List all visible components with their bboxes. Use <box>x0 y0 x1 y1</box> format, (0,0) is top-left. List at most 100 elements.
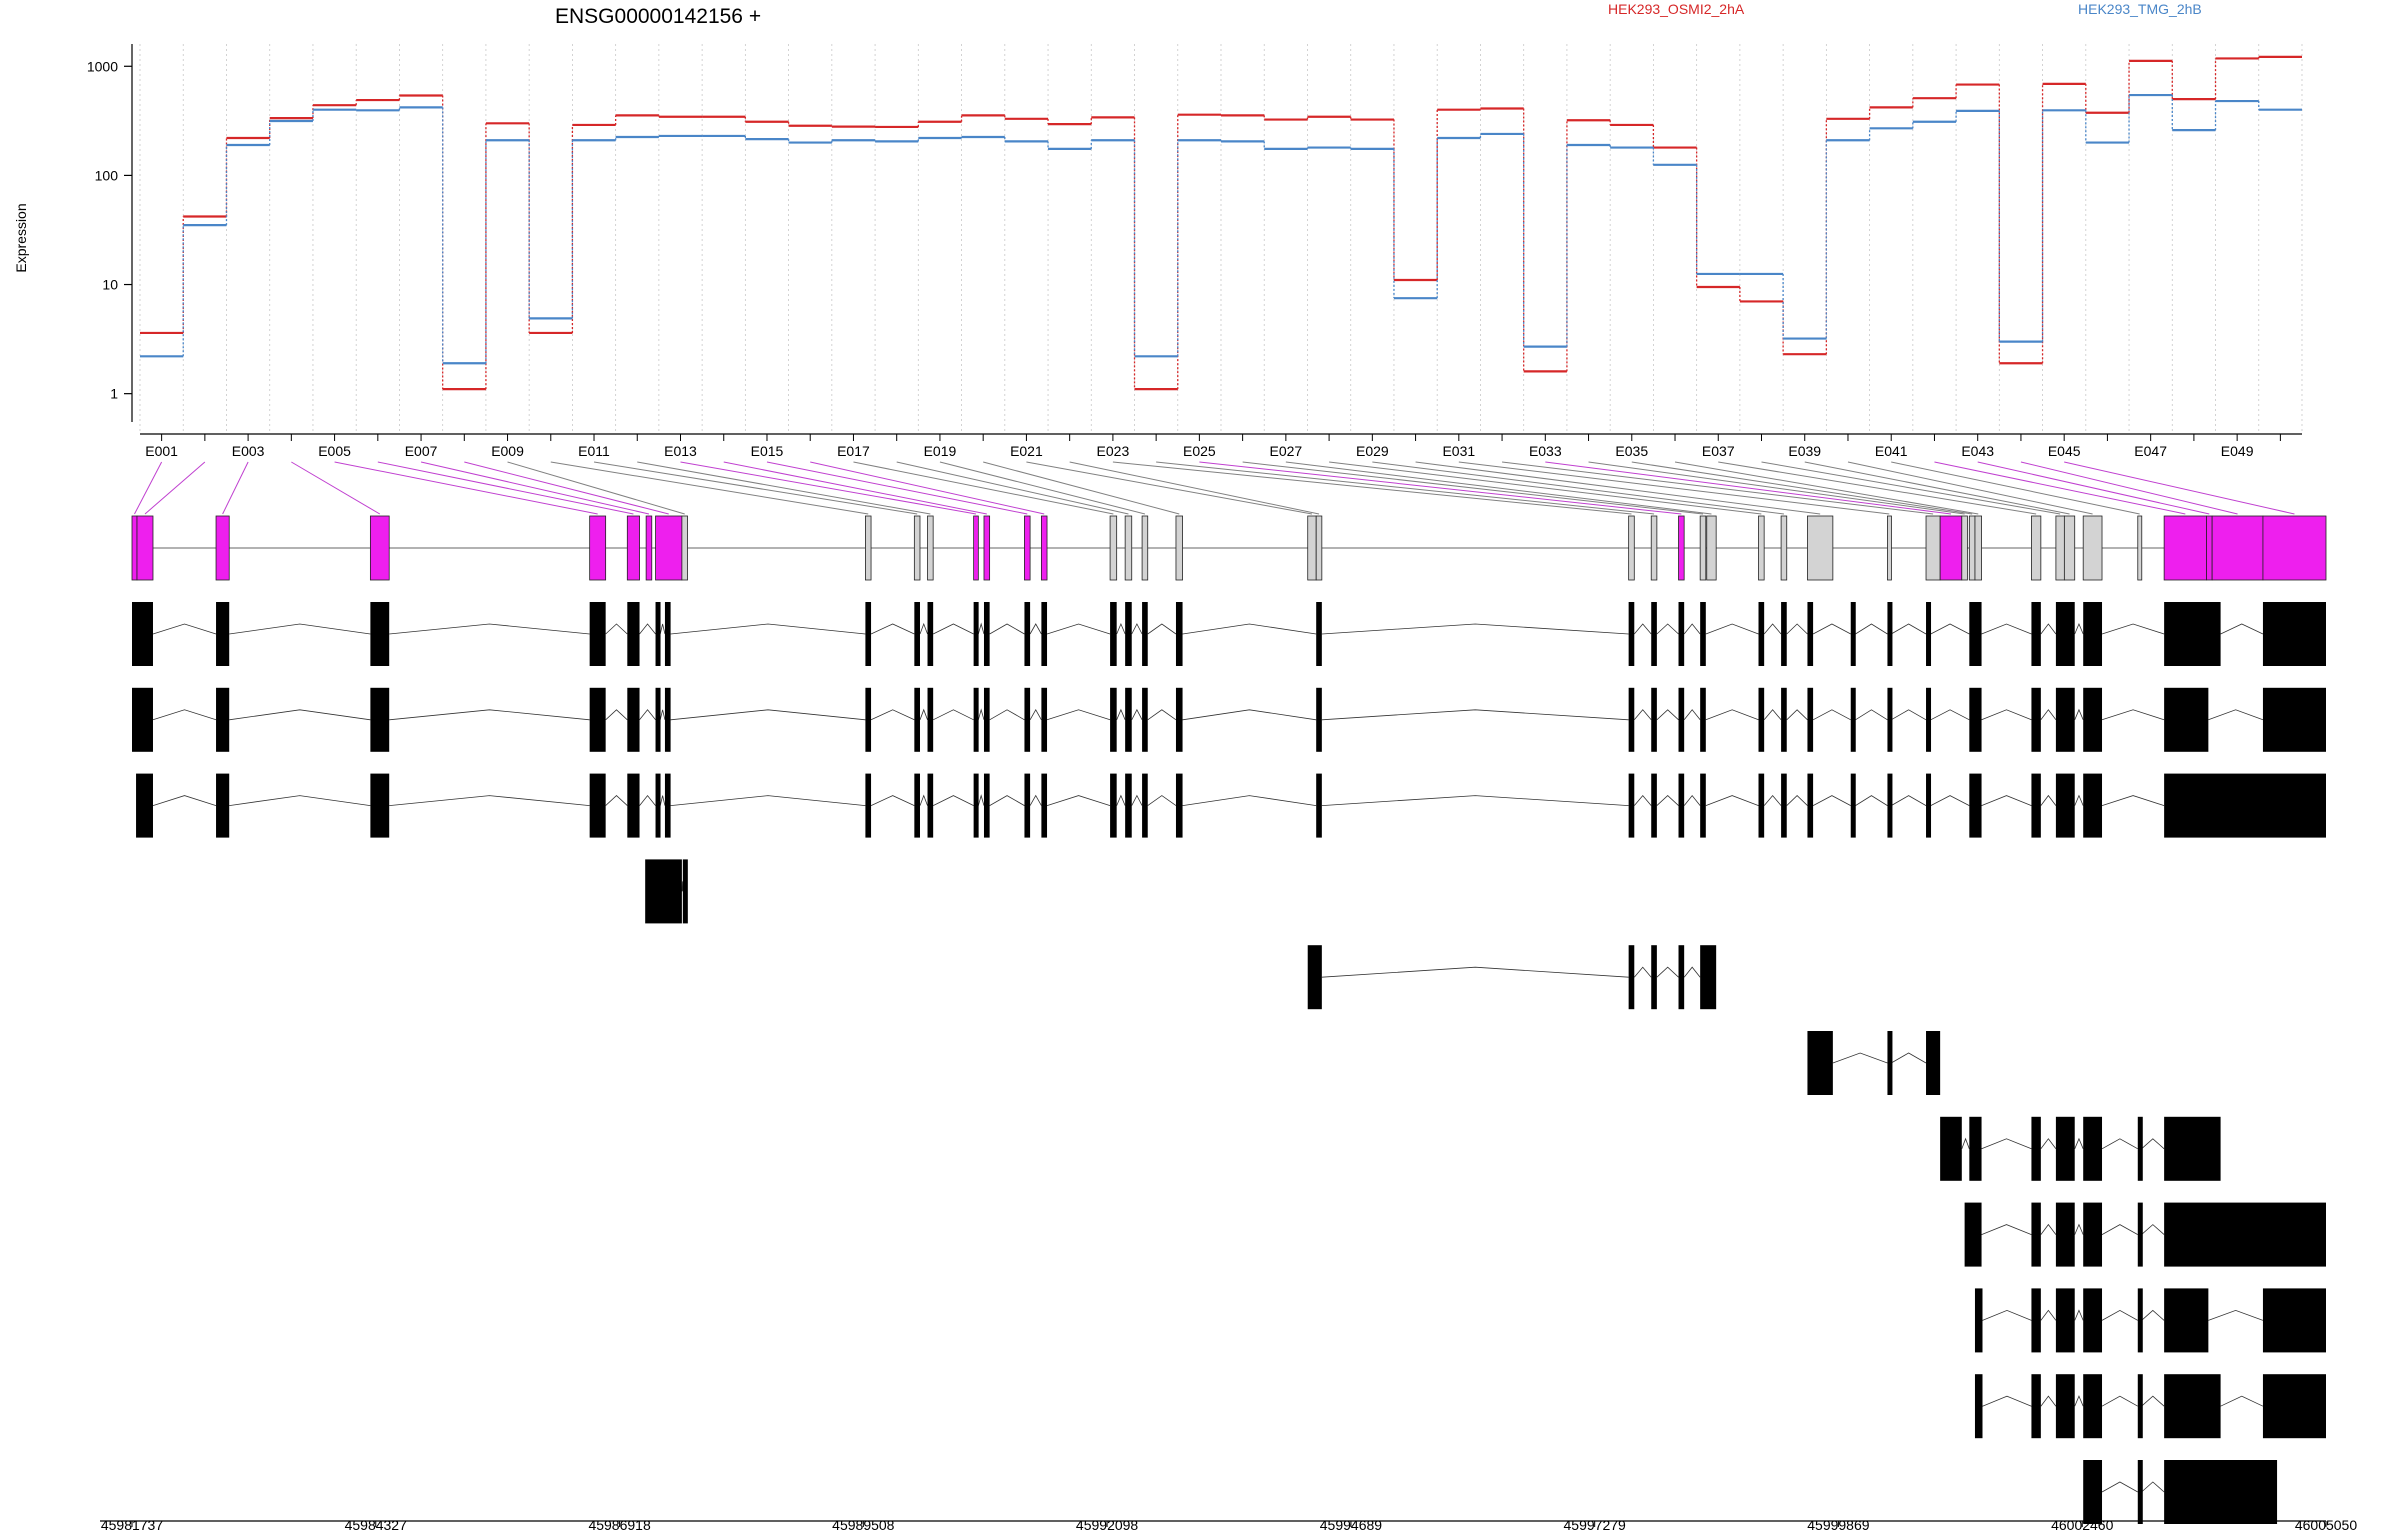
transcript-row <box>1974 1288 2326 1353</box>
transcript-exon <box>132 687 153 752</box>
intron-line <box>639 794 656 806</box>
intron-line <box>1832 1052 1888 1064</box>
exon-label: E033 <box>1529 443 1562 459</box>
transcript-exon <box>2083 1116 2103 1181</box>
intron-line <box>989 795 1025 806</box>
intron-line <box>1131 794 1143 806</box>
transcript-exon <box>1142 602 1148 666</box>
intron-line <box>2101 709 2165 721</box>
exon-label: E011 <box>578 443 610 459</box>
exon-block <box>973 515 979 581</box>
transcript-exon <box>1887 602 1893 666</box>
exon-connector <box>983 461 1180 515</box>
exon-connector <box>939 461 1146 515</box>
exon-block <box>865 515 872 581</box>
intron-line <box>919 708 928 720</box>
transcript-exon <box>2083 1374 2103 1439</box>
intron-line <box>2101 1395 2138 1407</box>
chart-title: ENSG00000142156 + <box>555 5 761 28</box>
transcript-exon <box>1969 687 1982 752</box>
intron-line <box>2101 1138 2138 1150</box>
transcript-exon <box>589 687 606 752</box>
intron-line <box>2074 1223 2084 1235</box>
exon-label: E037 <box>1702 443 1735 459</box>
intron-line <box>1116 622 1126 635</box>
transcript-exon <box>983 687 990 752</box>
transcript-exon <box>1110 687 1117 752</box>
exon-label: E049 <box>2221 443 2254 459</box>
intron-line <box>2040 709 2057 721</box>
exon-gridlines <box>139 44 2303 432</box>
exon-connector <box>334 461 598 515</box>
intron-line <box>1046 623 1111 635</box>
intron-line <box>670 623 866 635</box>
transcript-exon <box>627 687 640 752</box>
intron-line <box>1812 795 1851 806</box>
exon-connector <box>1674 461 1979 515</box>
intron-line <box>1930 795 1970 806</box>
transcript-exon <box>1964 1202 1982 1267</box>
transcript-exon <box>2137 1288 2143 1353</box>
transcript-exon <box>1974 1288 1983 1353</box>
transcript-exon <box>1969 773 1982 838</box>
exon-block <box>1315 515 1323 581</box>
transcript-exon <box>1651 945 1657 1010</box>
intron-line <box>1961 1137 1970 1149</box>
transcript-row <box>132 602 2326 666</box>
transcript-exon <box>1125 687 1132 752</box>
exon-block <box>1961 515 1968 581</box>
exon-label: E007 <box>405 443 438 459</box>
intron-line <box>1981 623 2032 635</box>
transcript-exon <box>2083 1288 2103 1353</box>
intron-line <box>1786 709 1808 721</box>
intron-line <box>2040 623 2057 635</box>
transcript-exon <box>370 602 390 666</box>
exon-label: E045 <box>2048 443 2081 459</box>
exon-label: E041 <box>1875 443 1908 459</box>
exon-connector <box>1502 461 1934 515</box>
exon-label: E031 <box>1442 443 1475 459</box>
coord-label: 45992098 <box>1076 1517 1139 1530</box>
intron-line <box>2208 709 2264 721</box>
transcript-exon <box>2164 602 2221 666</box>
intron-line <box>1981 709 2032 721</box>
transcript-exon <box>1926 687 1932 752</box>
coord-label: 46002460 <box>2051 1517 2114 1530</box>
intron-line <box>2040 1395 2057 1407</box>
intron-line <box>932 623 974 635</box>
transcript-exon <box>1969 1116 1982 1181</box>
intron-line <box>1982 1395 2032 1407</box>
intron-line <box>1131 623 1143 635</box>
transcript-exon <box>1678 945 1685 1010</box>
exon-block <box>1307 515 1317 581</box>
transcripts <box>132 602 2326 1524</box>
transcript-exon <box>1110 773 1117 838</box>
transcript-exon <box>1307 945 1322 1010</box>
coord-label: 45994689 <box>1320 1517 1383 1530</box>
transcript-exon <box>1678 687 1685 752</box>
exon-block <box>1807 515 1834 581</box>
transcript-exon <box>1175 773 1183 838</box>
intron-line <box>2040 1223 2057 1235</box>
intron-line <box>1891 795 1927 806</box>
intron-line <box>670 795 866 806</box>
y-tick-label: 10 <box>102 277 118 293</box>
intron-line <box>1705 709 1759 721</box>
y-axis-label: Expression <box>13 203 29 272</box>
exon-block <box>1968 515 1976 581</box>
transcript-exon <box>2031 1202 2041 1267</box>
exon-connector <box>1847 461 2093 515</box>
exon-block <box>927 515 934 581</box>
exon-connector <box>1329 461 1762 515</box>
transcript-row <box>1940 1116 2221 1181</box>
transcript-exon <box>1758 773 1765 838</box>
coord-label: 46005050 <box>2295 1517 2358 1530</box>
exon-block <box>2063 515 2076 581</box>
intron-line <box>1321 623 1629 635</box>
intron-line <box>977 622 985 635</box>
intron-line <box>1705 623 1759 635</box>
intron-line <box>1981 1224 2032 1235</box>
intron-line <box>1147 709 1177 721</box>
transcript-exon <box>1807 687 1814 752</box>
transcript-exon <box>1175 602 1183 666</box>
